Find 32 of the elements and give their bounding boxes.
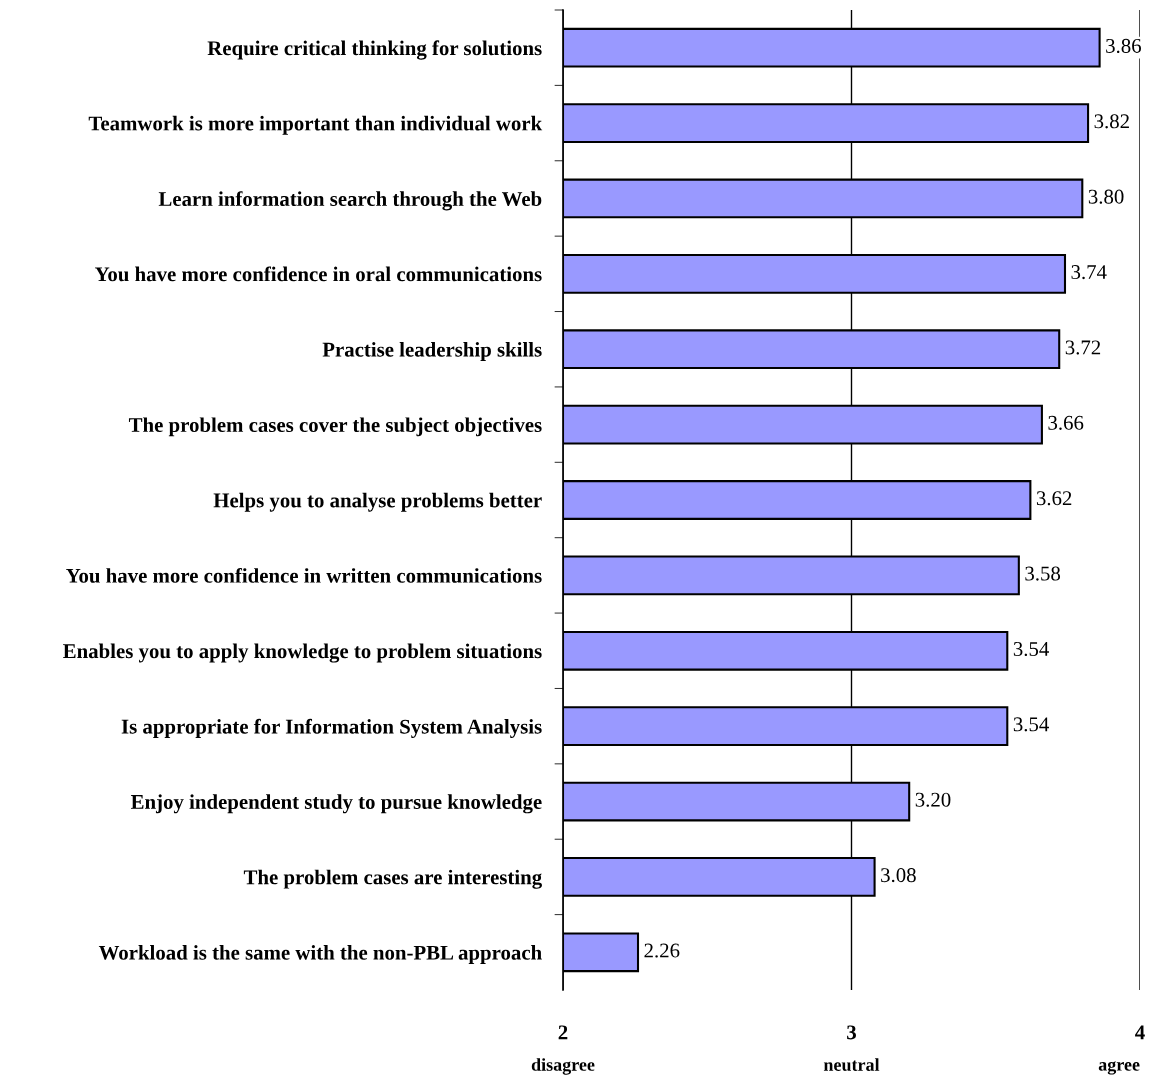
data-label: 3.80 [1088, 189, 1124, 204]
text: agree [1098, 1061, 1140, 1075]
data-label: 3.86 [1106, 38, 1141, 53]
data-label: 3.74 [1071, 265, 1107, 280]
y-tick-label: You have more confidence in written communications [66, 567, 542, 583]
data-label: 3.72 [1065, 340, 1101, 355]
y-tick-label: Enjoy independent study to pursue knowledge [130, 794, 542, 814]
y-tick-label: Require critical thinking for solutions [207, 40, 542, 60]
y-tick-label: Helps you to analyse problems better [213, 492, 542, 512]
data-label: 3.54 [1013, 641, 1049, 657]
text: neutral [823, 1058, 880, 1071]
y-tick-label: Enables you to apply knowledge to problem situations [63, 643, 542, 663]
data-label: 3.58 [1025, 566, 1061, 581]
y-tick-label: Practise leadership skills [322, 342, 542, 361]
data-label: 3.62 [1036, 491, 1072, 506]
data-label: 3.66 [1048, 415, 1084, 430]
data-label: 3.08 [881, 868, 916, 883]
y-tick-label: Teamwork is more important than individual work [88, 115, 543, 135]
data-label: 3.54 [1013, 717, 1049, 732]
y-tick-label: The problem cases are interesting [243, 869, 542, 889]
y-tick-label: Workload is the same with the non-PBL approach [98, 945, 542, 964]
x-tick-label: 2 [558, 1025, 568, 1040]
y-tick-label: Learn information search through the Web [158, 191, 542, 211]
data-label: 3.82 [1094, 114, 1129, 129]
text: disagree [531, 1058, 595, 1075]
data-label: 2.26 [644, 943, 680, 958]
y-tick-label: Is appropriate for Information System Analysis [121, 718, 542, 738]
y-tick-label: The problem cases cover the subject objectives [128, 417, 542, 437]
x-tick-label: 4 [1135, 1025, 1145, 1040]
y-tick-label: You have more confidence in oral communications [95, 266, 542, 282]
x-tick-label: 3 [847, 1025, 856, 1040]
data-label: 3.20 [915, 792, 951, 807]
